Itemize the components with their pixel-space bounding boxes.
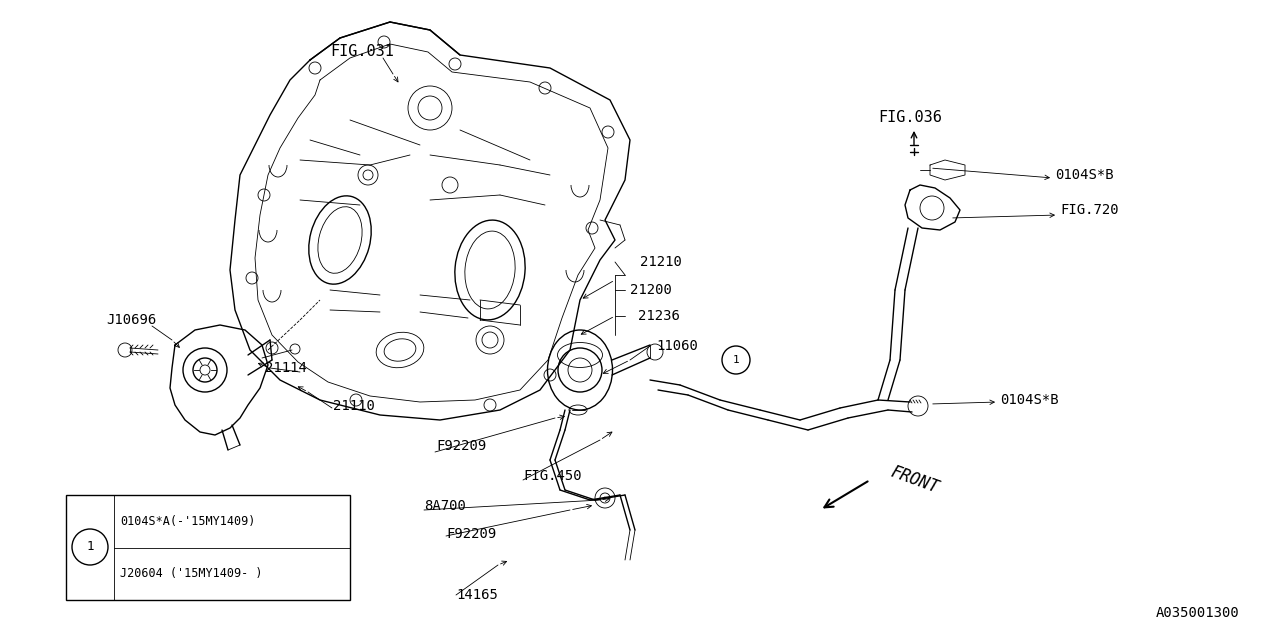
Text: FRONT: FRONT xyxy=(888,463,941,497)
Text: F92209: F92209 xyxy=(436,439,486,453)
Text: 21110: 21110 xyxy=(333,399,375,413)
Text: F92209: F92209 xyxy=(445,527,497,541)
Text: 21200: 21200 xyxy=(630,283,672,297)
Text: 21210: 21210 xyxy=(640,255,682,269)
Text: FIG.031: FIG.031 xyxy=(330,45,394,60)
Text: 21236: 21236 xyxy=(637,309,680,323)
Text: 21114: 21114 xyxy=(265,361,307,375)
Text: 1: 1 xyxy=(86,541,93,554)
Text: 11060: 11060 xyxy=(657,339,698,353)
Text: J10696: J10696 xyxy=(106,313,156,327)
Text: 14165: 14165 xyxy=(456,588,498,602)
Text: A035001300: A035001300 xyxy=(1156,606,1240,620)
Text: J20604 ('15MY1409- ): J20604 ('15MY1409- ) xyxy=(120,567,262,580)
Text: 0104S*B: 0104S*B xyxy=(1055,168,1114,182)
Text: 1: 1 xyxy=(732,355,740,365)
Bar xyxy=(67,495,349,600)
Text: FIG.450: FIG.450 xyxy=(524,469,581,483)
Text: FIG.720: FIG.720 xyxy=(1060,203,1119,217)
Text: 0104S*B: 0104S*B xyxy=(1000,393,1059,407)
Text: 0104S*A(-'15MY1409): 0104S*A(-'15MY1409) xyxy=(120,515,256,528)
Text: FIG.036: FIG.036 xyxy=(878,111,942,125)
Text: 8A700: 8A700 xyxy=(424,499,466,513)
